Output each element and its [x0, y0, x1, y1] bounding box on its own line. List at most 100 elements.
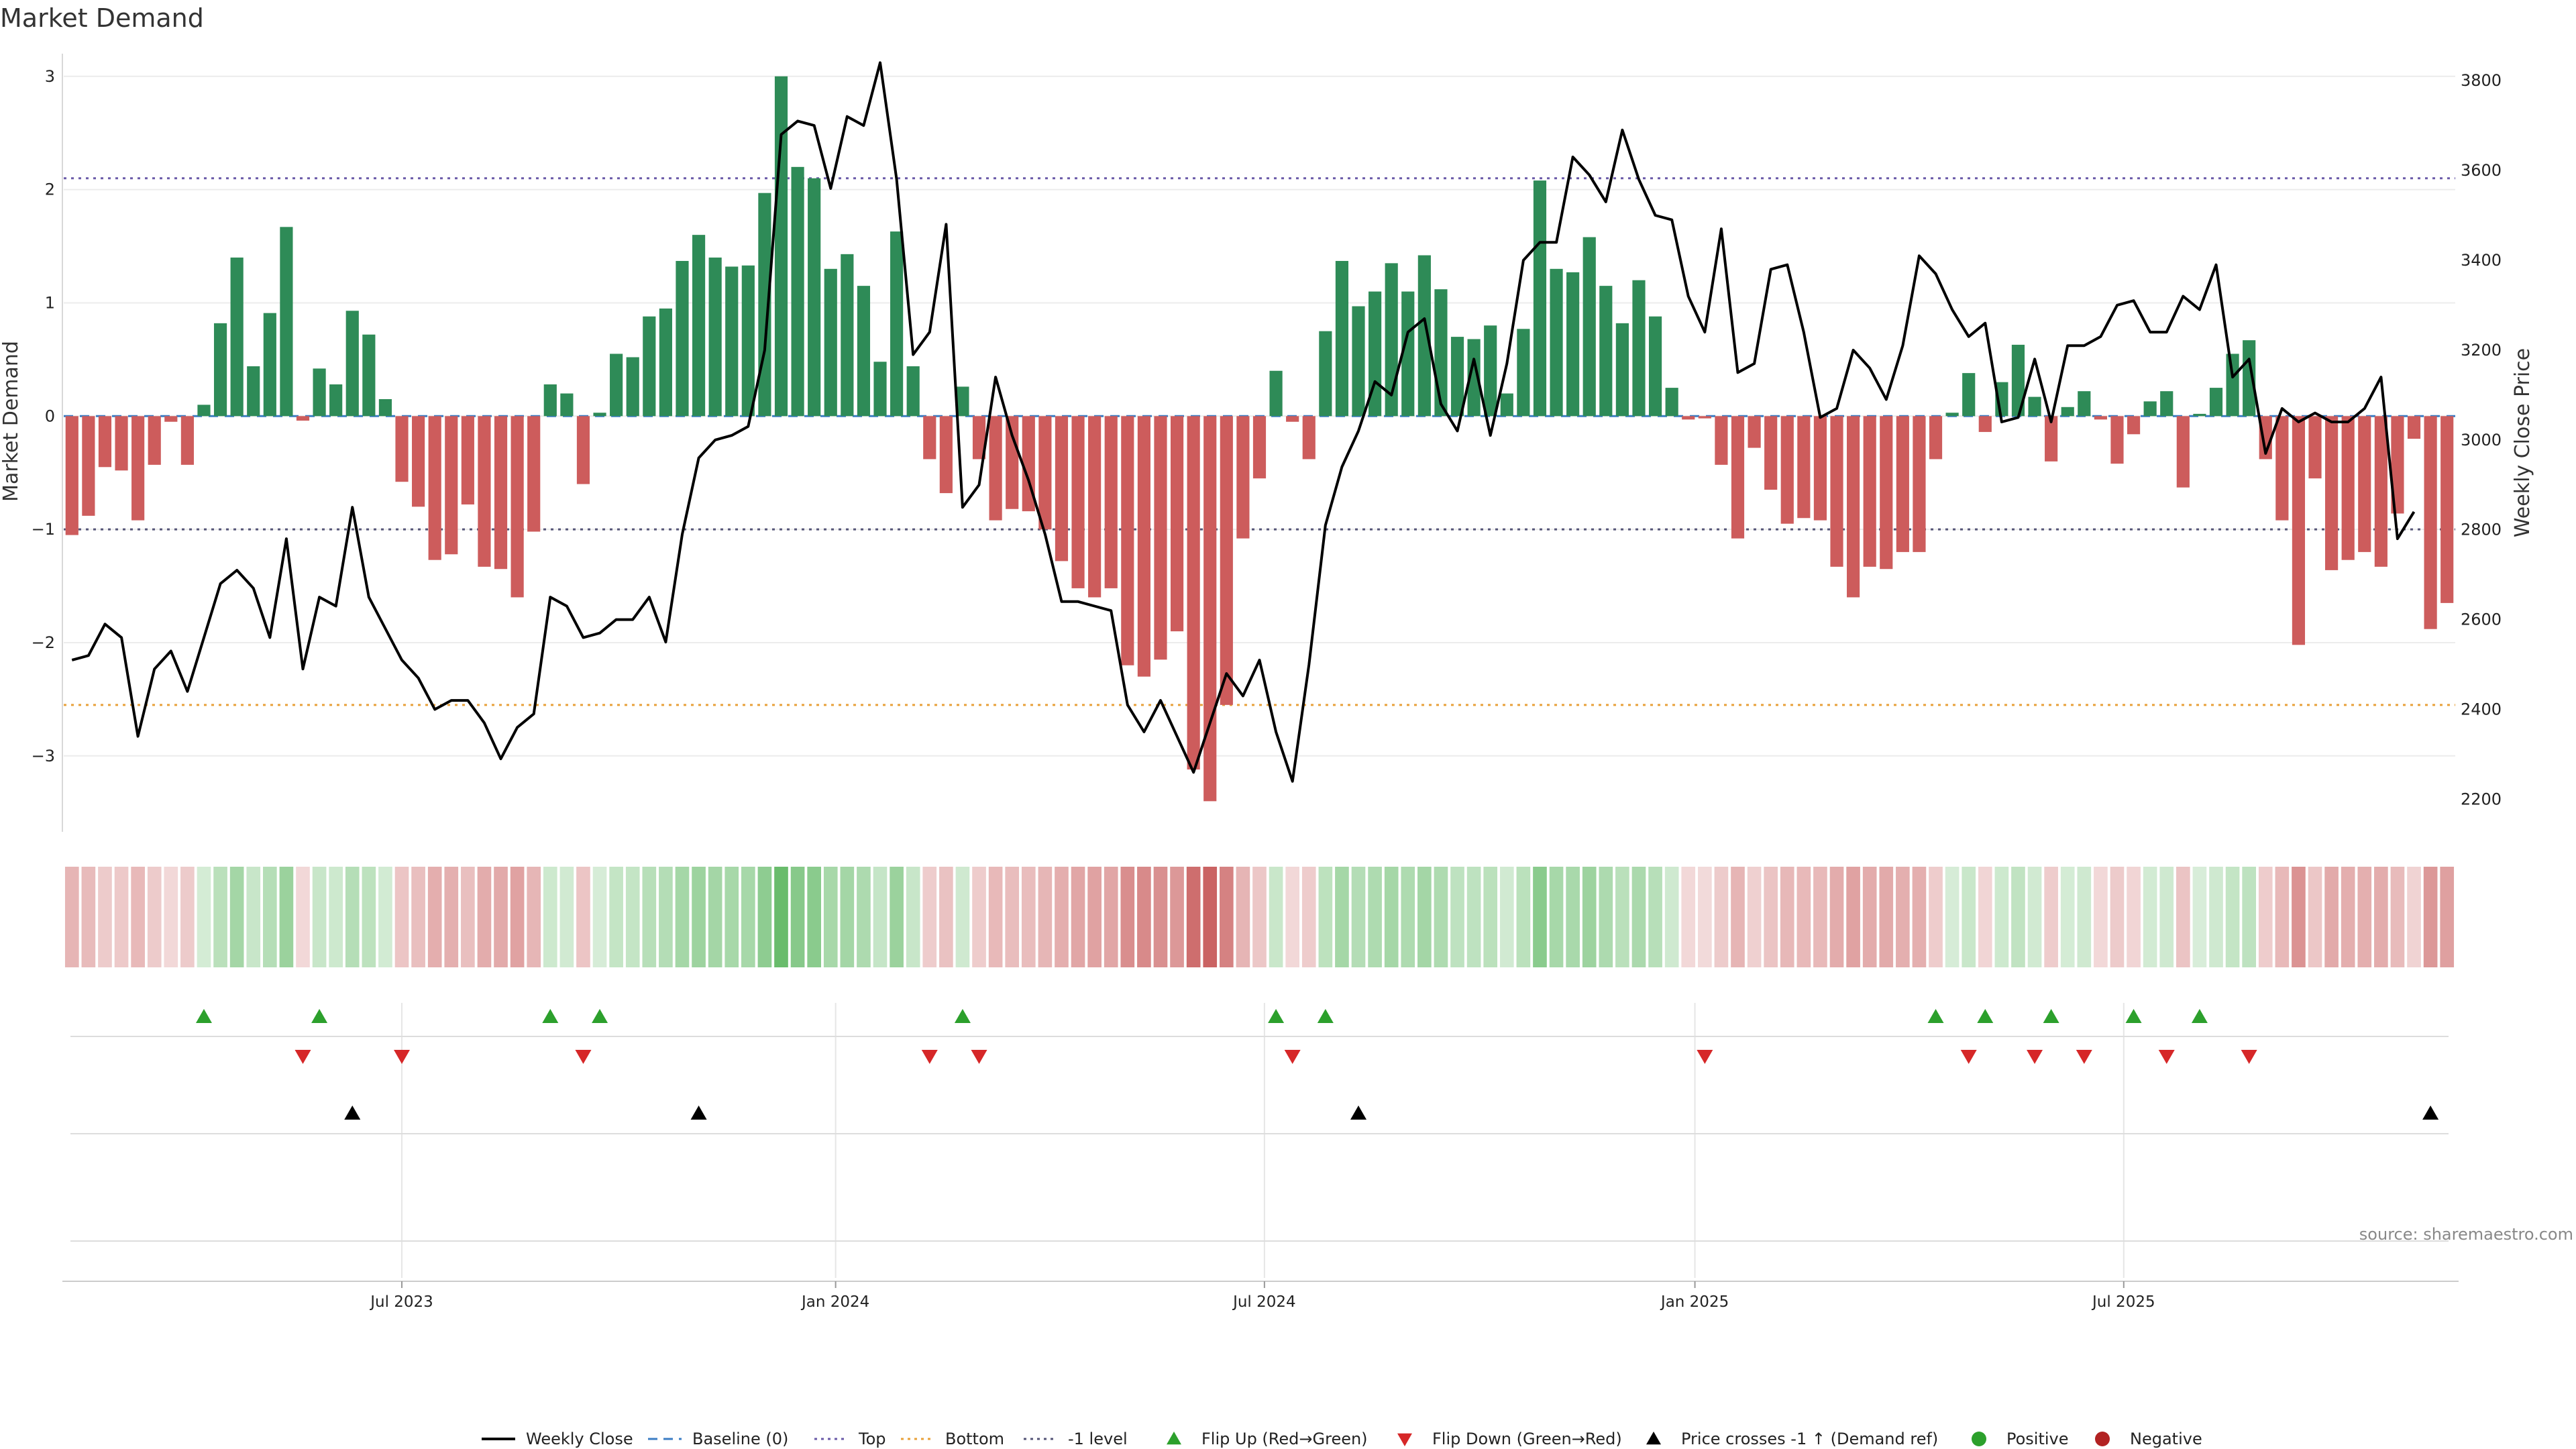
demand-bar-positive [2011, 344, 2025, 417]
heat-cell-positive [1664, 867, 1679, 967]
heat-cell-negative [2440, 867, 2455, 967]
flip-up-marker [1977, 1009, 1994, 1023]
heat-cell-negative [411, 867, 425, 967]
demand-bar-positive [362, 334, 376, 417]
demand-bar-negative [412, 416, 425, 507]
demand-bar-positive [824, 268, 837, 417]
heat-cell-positive [1401, 867, 1415, 967]
heat-cell-negative [1285, 867, 1299, 967]
heat-cell-positive [246, 867, 261, 967]
y-tick-left: 0 [45, 407, 55, 425]
demand-bar-positive [345, 311, 359, 417]
demand-bar-negative [428, 416, 441, 560]
demand-bar-positive [1582, 237, 1596, 417]
heat-cell-positive [692, 867, 706, 967]
heat-cell-positive [675, 867, 690, 967]
flip-down-marker [2027, 1050, 2043, 1064]
demand-bar-negative [164, 416, 178, 422]
heat-cell-negative [1764, 867, 1778, 967]
demand-bar-negative [2374, 416, 2387, 567]
demand-bar-positive [1517, 329, 1530, 417]
demand-bar-negative [1088, 416, 1102, 598]
demand-bar-negative [1698, 416, 1711, 419]
heat-cell-positive [312, 867, 327, 967]
heat-cell-positive [1384, 867, 1399, 967]
heat-cell-negative [494, 867, 508, 967]
heat-cell-negative [461, 867, 475, 967]
y-tick-right: 2800 [2461, 521, 2502, 539]
heat-cell-positive [1483, 867, 1498, 967]
heat-cell-negative [1731, 867, 1745, 967]
demand-bar-negative [939, 416, 953, 494]
source-note: source: sharemaestro.com [2359, 1225, 2573, 1244]
heat-cell-negative [81, 867, 96, 967]
heat-cell-positive [1269, 867, 1283, 967]
demand-bar-positive [2193, 413, 2206, 417]
demand-bar-positive [543, 384, 557, 417]
heat-cell-positive [2242, 867, 2256, 967]
demand-bar-positive [1962, 373, 1976, 417]
demand-bar-negative [1913, 416, 1926, 552]
demand-bar-negative [1252, 416, 1267, 479]
heat-cell-positive [229, 867, 244, 967]
demand-bar-negative [2045, 416, 2058, 462]
legend-label: Bottom [945, 1430, 1004, 1448]
demand-bar-positive [1335, 260, 1349, 417]
demand-bar-positive [643, 316, 656, 417]
demand-heat-strip [64, 867, 2455, 967]
heat-cell-positive [2060, 867, 2075, 967]
y-tick-left: −1 [32, 520, 55, 539]
heat-cell-positive [1582, 867, 1597, 967]
heat-cell-negative [1153, 867, 1168, 967]
demand-bar-positive [1269, 370, 1283, 417]
flip-down-marker [2241, 1050, 2257, 1064]
heat-cell-negative [1978, 867, 1992, 967]
demand-bar-positive [873, 362, 887, 417]
y-tick-left: 1 [45, 293, 55, 312]
demand-bar-negative [395, 416, 409, 482]
flip-down-marker [921, 1050, 938, 1064]
heat-cell-negative [1055, 867, 1069, 967]
heat-cell-positive [1599, 867, 1613, 967]
flip-up-marker [954, 1009, 971, 1023]
heat-cell-negative [1846, 867, 1860, 967]
flip-down-marker [1284, 1050, 1301, 1064]
demand-bar-positive [378, 398, 392, 417]
heat-cell-positive [1994, 867, 2009, 967]
demand-bar-positive [956, 386, 969, 417]
legend-label: Negative [2130, 1430, 2202, 1448]
heat-cell-negative [1137, 867, 1151, 967]
y-axis-label-right: Weekly Close Price [2511, 348, 2534, 537]
weekly-close-line-path [71, 61, 2416, 783]
heat-cell-negative [1829, 867, 1844, 967]
demand-bar-negative [1220, 416, 1233, 705]
legend-label: Baseline (0) [692, 1430, 788, 1448]
heat-cell-negative [296, 867, 310, 967]
demand-bar-negative [1682, 416, 1695, 420]
demand-bar-negative [2110, 416, 2124, 464]
demand-bar-positive [808, 178, 821, 417]
y-tick-right: 2400 [2461, 700, 2502, 719]
flip-up-marker [311, 1009, 328, 1023]
legend-label: Flip Down (Green→Red) [1432, 1430, 1622, 1448]
y-tick-right: 3000 [2461, 431, 2502, 449]
heat-cell-positive [2027, 867, 2042, 967]
heat-cell-negative [131, 867, 145, 967]
demand-bar-negative [65, 416, 78, 535]
heat-cell-negative [1120, 867, 1135, 967]
demand-bar-negative [2094, 416, 2107, 420]
demand-bar-positive [1665, 388, 1678, 417]
heat-cell-positive [1335, 867, 1349, 967]
heat-cell-positive [543, 867, 557, 967]
demand-bar-negative [1038, 416, 1052, 530]
demand-bar-positive [708, 257, 722, 417]
flip-up-marker [592, 1009, 608, 1023]
flip-down-marker [1960, 1050, 1977, 1064]
heat-cell-positive [724, 867, 739, 967]
demand-bar-negative [2176, 416, 2190, 488]
price-cross-marker [1350, 1106, 1367, 1120]
legend-symbol-triangle-up [1646, 1432, 1661, 1445]
demand-bar-negative [1236, 416, 1250, 539]
demand-bar-negative [1797, 416, 1811, 519]
